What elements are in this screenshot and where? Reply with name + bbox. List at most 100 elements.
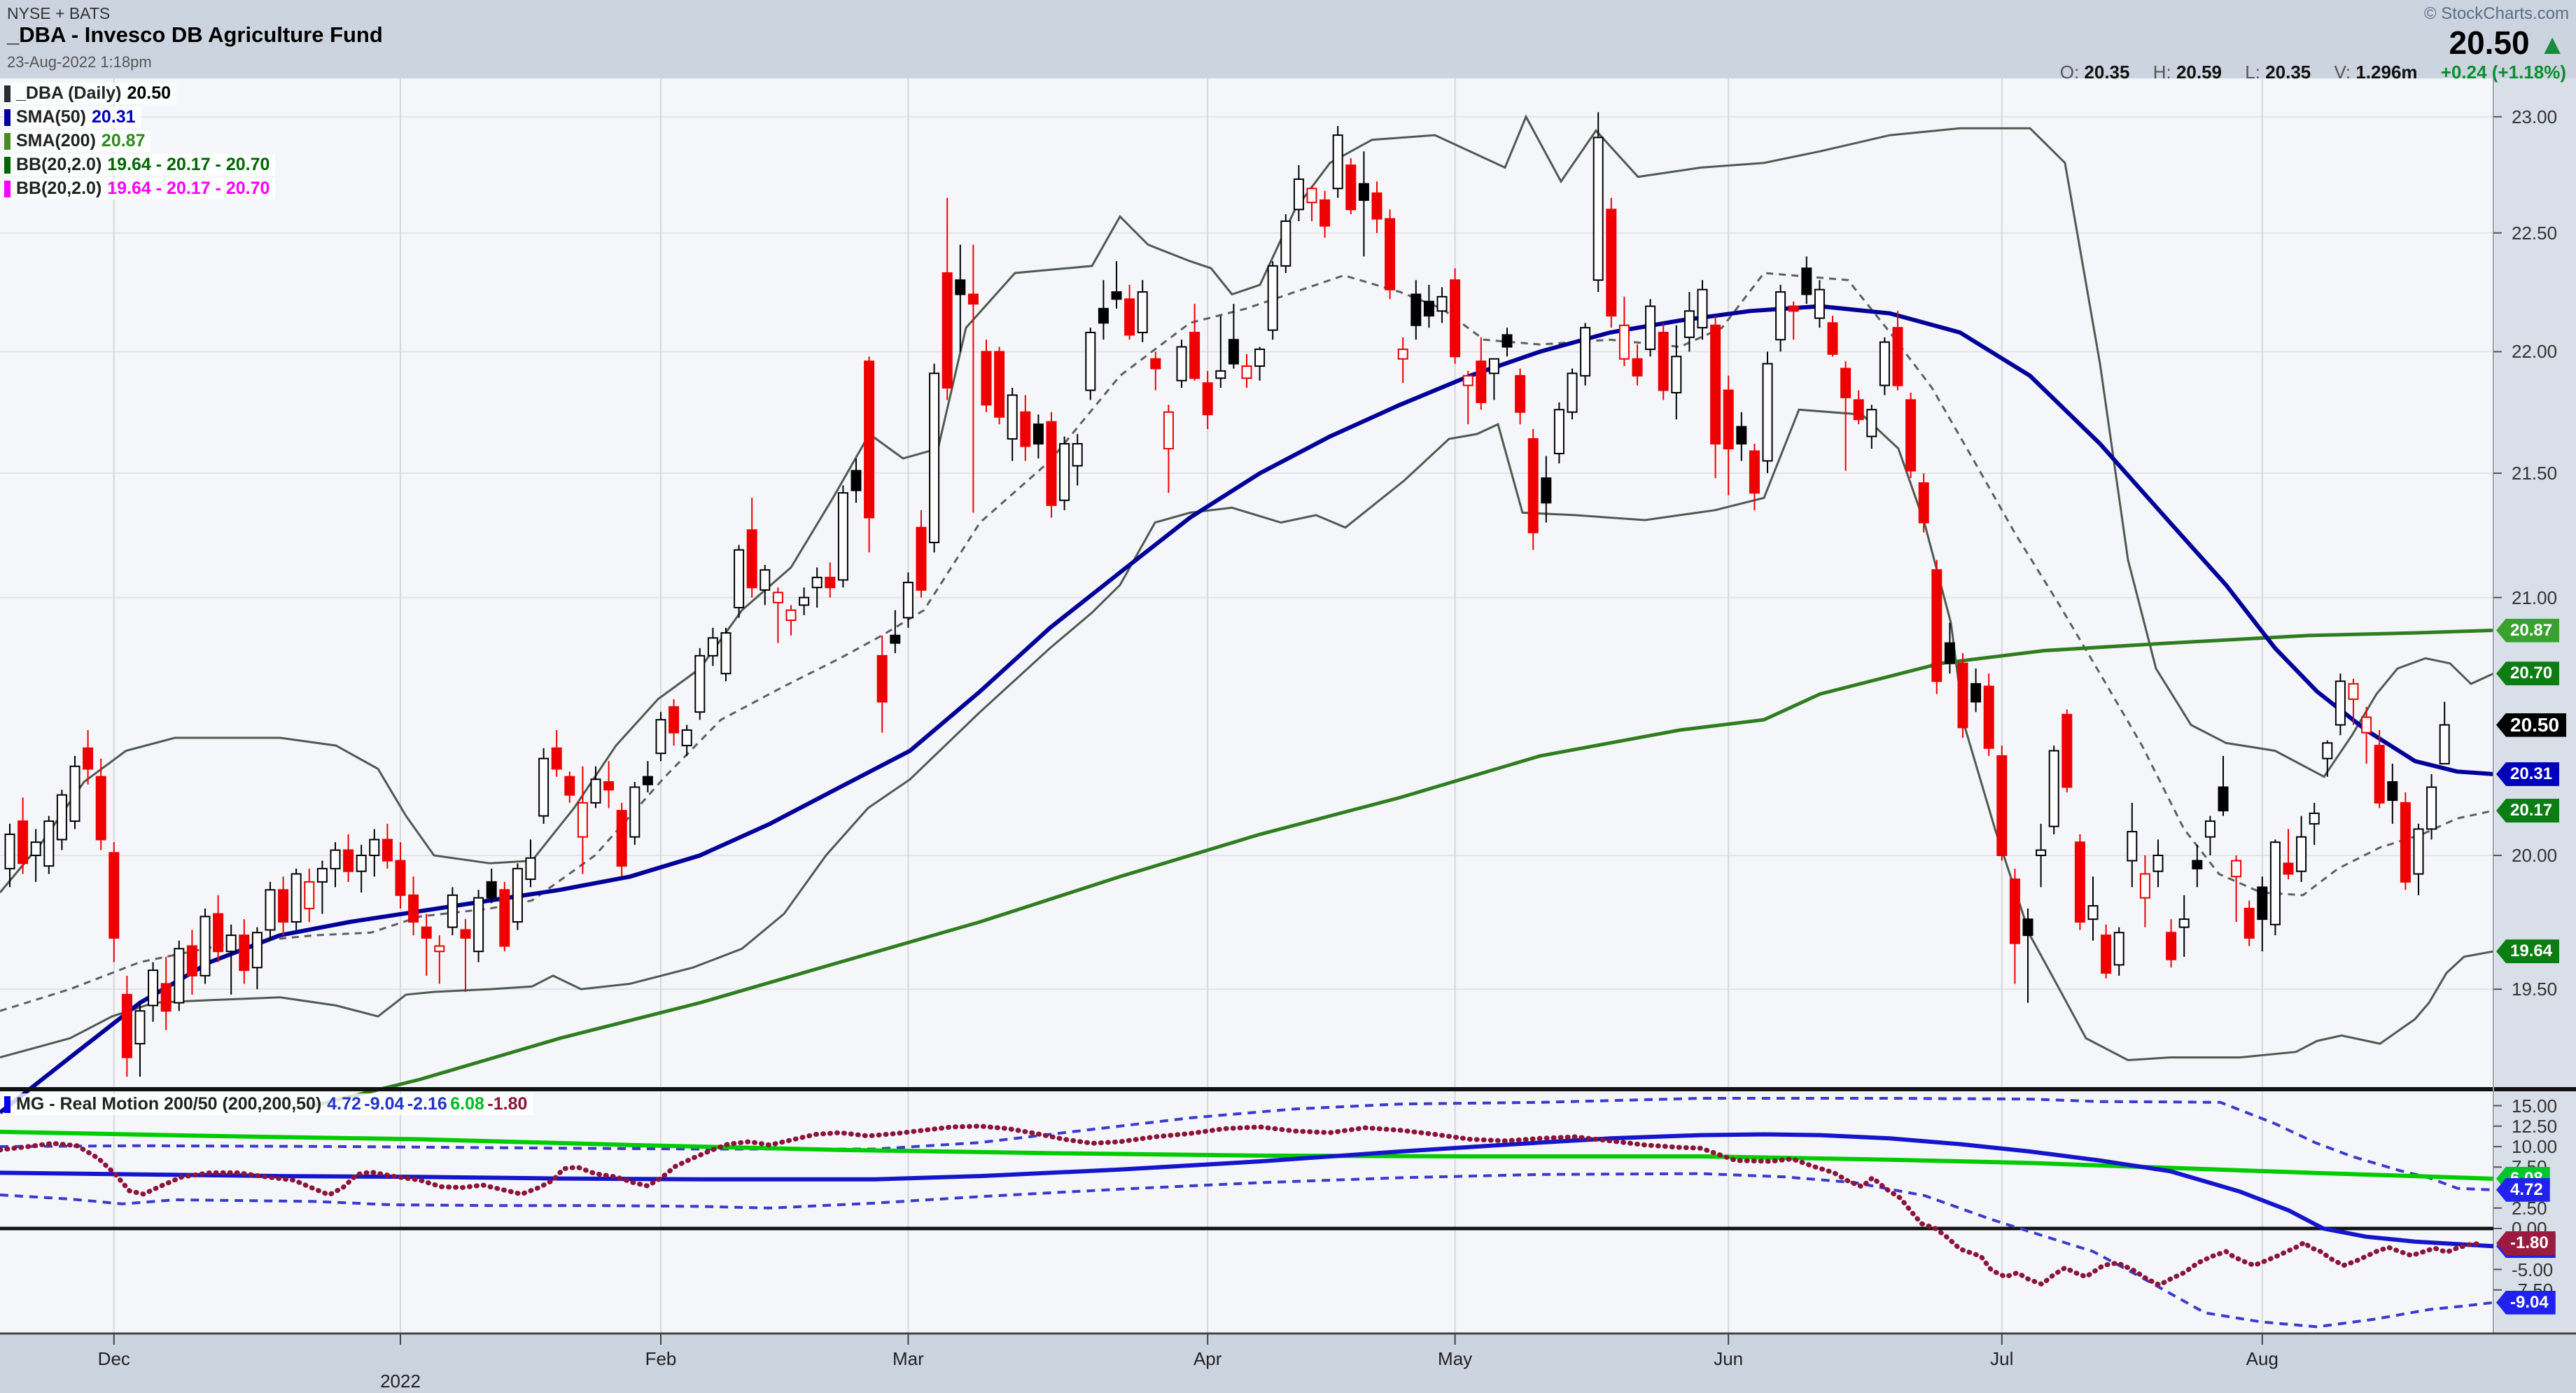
candle-body	[1202, 382, 1213, 416]
candle-body	[134, 1010, 146, 1044]
candle-body	[2101, 934, 2112, 974]
sma200-line	[307, 629, 2494, 1109]
candle-body	[1684, 310, 1695, 338]
candle-body	[1970, 682, 1982, 703]
candle-body	[564, 776, 575, 796]
bb-magenta-swatch	[4, 180, 10, 197]
real-motion-swatch	[4, 1096, 10, 1113]
chart-datetime: 23-Aug-2022 1:18pm	[7, 53, 152, 71]
candle-body	[1879, 341, 1890, 386]
candle-body	[1632, 358, 1643, 377]
candle-body	[1918, 482, 1929, 524]
candle-body	[2413, 828, 2424, 875]
candle-body	[1567, 372, 1578, 413]
candle-body	[1254, 348, 1266, 368]
candle-body	[1358, 183, 1369, 201]
candle-body	[1267, 265, 1278, 331]
candle-body	[577, 802, 588, 838]
candle-body	[785, 609, 797, 622]
real-motion-blue-ma	[0, 1132, 2494, 1249]
volume-value: 1.296m	[2356, 62, 2418, 83]
candle-body	[1905, 399, 1917, 472]
sma50-line	[0, 304, 2494, 1114]
legend-row-bb-green: BB(20,2.0) 19.64 - 20.17 - 20.70	[4, 154, 276, 176]
candle-body	[1306, 188, 1317, 204]
candle-body	[30, 841, 41, 857]
candle-body	[2139, 873, 2150, 899]
candle-body	[760, 569, 771, 591]
candle-body	[890, 634, 901, 644]
candle-body	[2062, 713, 2073, 788]
price-tick-label: 23.00	[2512, 106, 2558, 127]
candle-body	[1345, 164, 1357, 211]
candle-body	[655, 719, 666, 755]
indicator-badge--9.04: -9.04	[2496, 1290, 2556, 1315]
candle-body	[2192, 860, 2203, 869]
candle-body	[1046, 421, 1057, 506]
candle-body	[2036, 849, 2047, 856]
ohlc-row: O: 20.35 H: 20.59 L: 20.35 V: 1.296m +0.…	[2059, 62, 2566, 83]
last-price: 20.50 ▲	[2449, 24, 2567, 61]
stockcharts-copyright-link[interactable]: © StockCharts.com	[2423, 4, 2569, 23]
candle-body	[4, 833, 15, 869]
candle-body	[1176, 346, 1187, 382]
candle-body	[2257, 886, 2268, 920]
candle-body	[1853, 399, 1864, 421]
candle-body	[1723, 389, 1734, 449]
candle-body	[837, 492, 848, 581]
indicator-tick-label: -5.00	[2512, 1259, 2554, 1280]
indicator-tick-label: 10.00	[2512, 1136, 2558, 1157]
real-motion-legend: MG - Real Motion 200/50 (200,200,50) 4.7…	[4, 1093, 533, 1117]
candle-body	[1371, 192, 1382, 220]
candle-body	[369, 839, 380, 857]
candle-body	[2322, 742, 2333, 760]
candle-body	[1618, 324, 1630, 360]
candle-body	[108, 852, 120, 939]
candle-body	[1423, 300, 1434, 317]
candle-body	[603, 781, 615, 791]
candle-body	[1671, 356, 1682, 393]
candle-body	[1189, 332, 1200, 379]
candle-body	[330, 849, 341, 869]
candle-body	[2296, 836, 2307, 872]
candle-body	[1983, 685, 1994, 749]
candle-body	[1124, 298, 1135, 336]
candle-body	[668, 706, 680, 734]
candle-body	[2048, 750, 2059, 827]
candle-body	[2231, 860, 2242, 878]
change-value: +0.24 (+1.18%)	[2440, 62, 2566, 83]
candle-body	[2283, 862, 2294, 875]
candle-body	[538, 757, 550, 817]
candle-body	[434, 945, 445, 953]
candle-body	[174, 948, 185, 1004]
price-axis-gutter	[2495, 78, 2576, 1334]
candle-body	[590, 778, 601, 804]
candle-body	[1892, 327, 1903, 386]
price-tick-label: 20.00	[2512, 845, 2558, 866]
candle-body	[1032, 424, 1044, 444]
candle-body	[1866, 409, 1877, 438]
bb-upper-band	[0, 114, 2494, 893]
candle-body	[967, 293, 979, 305]
candle-body	[772, 592, 783, 603]
candle-body	[2074, 841, 2085, 923]
candle-body	[902, 582, 913, 619]
candle-body	[2022, 918, 2033, 937]
candle-body	[1996, 755, 2008, 856]
candle-body	[95, 776, 106, 841]
candle-body	[1840, 368, 1851, 398]
candle-body	[1801, 267, 1812, 295]
candle-body	[69, 765, 80, 822]
indicator-tick-label: 15.00	[2512, 1095, 2558, 1116]
candle-body	[876, 654, 888, 703]
month-label-Mar: Mar	[892, 1348, 924, 1369]
candle-body	[1280, 220, 1292, 267]
candle-body	[213, 913, 224, 953]
candle-body	[1020, 411, 1031, 447]
price-badge-20.70: 20.70	[2496, 662, 2560, 686]
sma50-swatch	[4, 108, 10, 126]
candle-body	[251, 932, 262, 969]
candle-body	[1450, 279, 1461, 358]
candle-body	[1527, 438, 1539, 533]
